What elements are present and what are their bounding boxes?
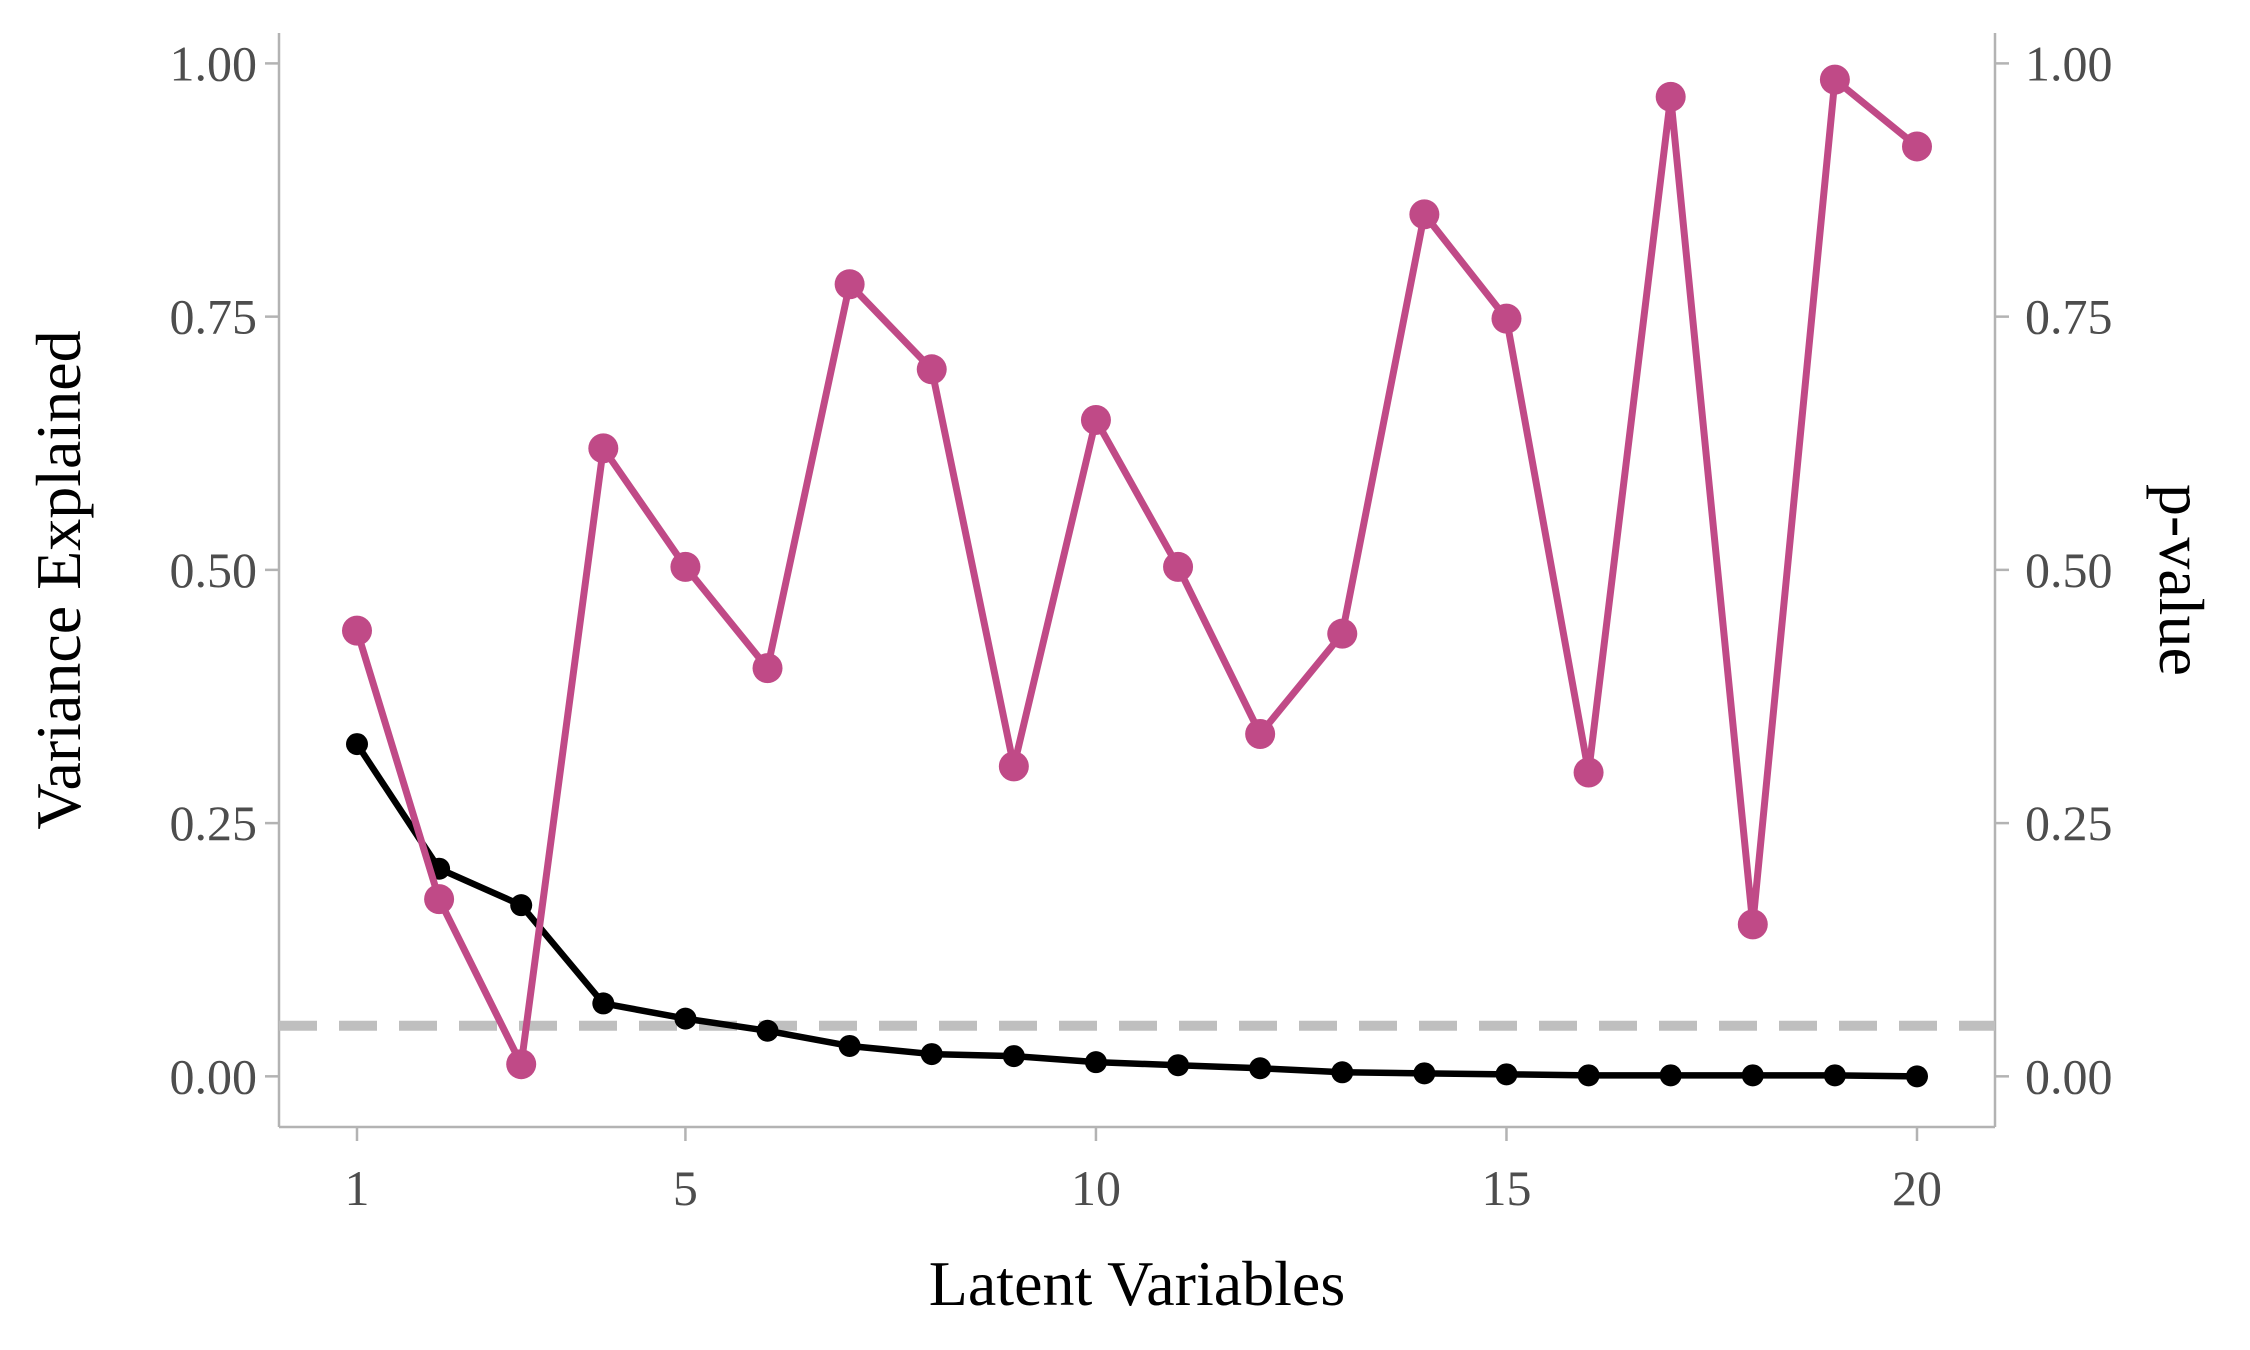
variance-explained-point bbox=[1577, 1064, 1600, 1087]
variance-explained-point bbox=[1249, 1057, 1272, 1080]
variance-explained-point bbox=[510, 894, 533, 917]
variance-explained-point bbox=[1741, 1064, 1764, 1087]
variance-explained-point bbox=[1495, 1063, 1518, 1086]
variance-explained-point bbox=[346, 733, 368, 756]
right-y-tick-label: 0.75 bbox=[2025, 289, 2113, 345]
p-value-point bbox=[1245, 718, 1276, 749]
right-y-tick-label: 0.25 bbox=[2025, 795, 2113, 851]
p-value-point bbox=[342, 615, 372, 646]
x-tick-label: 1 bbox=[345, 1160, 370, 1216]
p-value-point bbox=[1819, 64, 1850, 95]
p-value-point bbox=[998, 751, 1029, 782]
right-y-tick-label: 0.00 bbox=[2025, 1048, 2113, 1104]
variance-explained-point bbox=[1167, 1054, 1190, 1077]
p-value-point bbox=[834, 269, 865, 300]
p-value-point bbox=[506, 1049, 537, 1080]
p-value-line bbox=[353, 76, 1921, 1068]
p-value-point bbox=[1902, 131, 1932, 162]
variance-explained-point bbox=[920, 1043, 943, 1066]
p-value-series bbox=[342, 64, 1932, 1080]
p-value-point bbox=[752, 653, 783, 684]
variance-explained-point bbox=[1331, 1061, 1354, 1084]
p-value-point bbox=[1080, 404, 1111, 435]
right-y-tick-label: 1.00 bbox=[2025, 35, 2113, 91]
variance-explained-point bbox=[1906, 1065, 1928, 1088]
x-tick-label: 20 bbox=[1892, 1160, 1942, 1216]
p-value-point bbox=[1163, 551, 1194, 582]
p-value-point bbox=[588, 433, 619, 464]
variance-explained-point bbox=[1413, 1062, 1436, 1085]
p-value-point bbox=[424, 884, 455, 915]
variance-explained-point bbox=[1659, 1064, 1682, 1087]
variance-explained-point bbox=[1084, 1051, 1107, 1074]
x-tick-label: 15 bbox=[1481, 1160, 1531, 1216]
variance-explained-point bbox=[838, 1034, 861, 1057]
p-value-point bbox=[1655, 81, 1686, 112]
series-layer bbox=[342, 64, 1932, 1088]
variance-explained-point bbox=[674, 1007, 697, 1030]
variance-explained-point bbox=[592, 992, 615, 1015]
variance-explained-line bbox=[353, 740, 1921, 1080]
x-axis-ticks: 1 5 10 15 20 bbox=[345, 1127, 1942, 1216]
left-y-tick-label: 0.25 bbox=[170, 795, 258, 851]
left-y-tick-label: 0.75 bbox=[170, 289, 258, 345]
p-value-point bbox=[916, 354, 947, 385]
left-y-axis-title: Variance Explained bbox=[23, 330, 94, 829]
x-tick-label: 5 bbox=[673, 1160, 698, 1216]
variance-explained-point bbox=[756, 1019, 779, 1042]
variance-explained-point bbox=[1002, 1045, 1025, 1068]
p-value-point bbox=[1409, 199, 1440, 230]
left-y-tick-label: 0.50 bbox=[170, 542, 258, 598]
p-value-point bbox=[1573, 757, 1604, 788]
left-y-tick-label: 1.00 bbox=[170, 35, 258, 91]
left-y-tick-label: 0.00 bbox=[170, 1048, 258, 1104]
right-y-axis-ticks: 0.00 0.25 0.50 0.75 1.00 bbox=[1995, 35, 2113, 1104]
x-tick-label: 10 bbox=[1071, 1160, 1121, 1216]
p-value-point bbox=[1491, 303, 1522, 334]
variance-explained-series bbox=[346, 733, 1928, 1088]
variance-explained-point bbox=[1823, 1064, 1846, 1087]
p-value-point bbox=[1327, 618, 1358, 649]
axes-frame bbox=[277, 33, 1997, 1129]
right-y-tick-label: 0.50 bbox=[2025, 542, 2113, 598]
left-y-axis-ticks: 0.00 0.25 0.50 0.75 1.00 bbox=[170, 35, 279, 1104]
p-value-point bbox=[670, 551, 701, 582]
right-y-axis-title: p-value bbox=[2146, 484, 2217, 676]
x-axis-title: Latent Variables bbox=[929, 1248, 1345, 1319]
p-value-point bbox=[1737, 909, 1768, 940]
